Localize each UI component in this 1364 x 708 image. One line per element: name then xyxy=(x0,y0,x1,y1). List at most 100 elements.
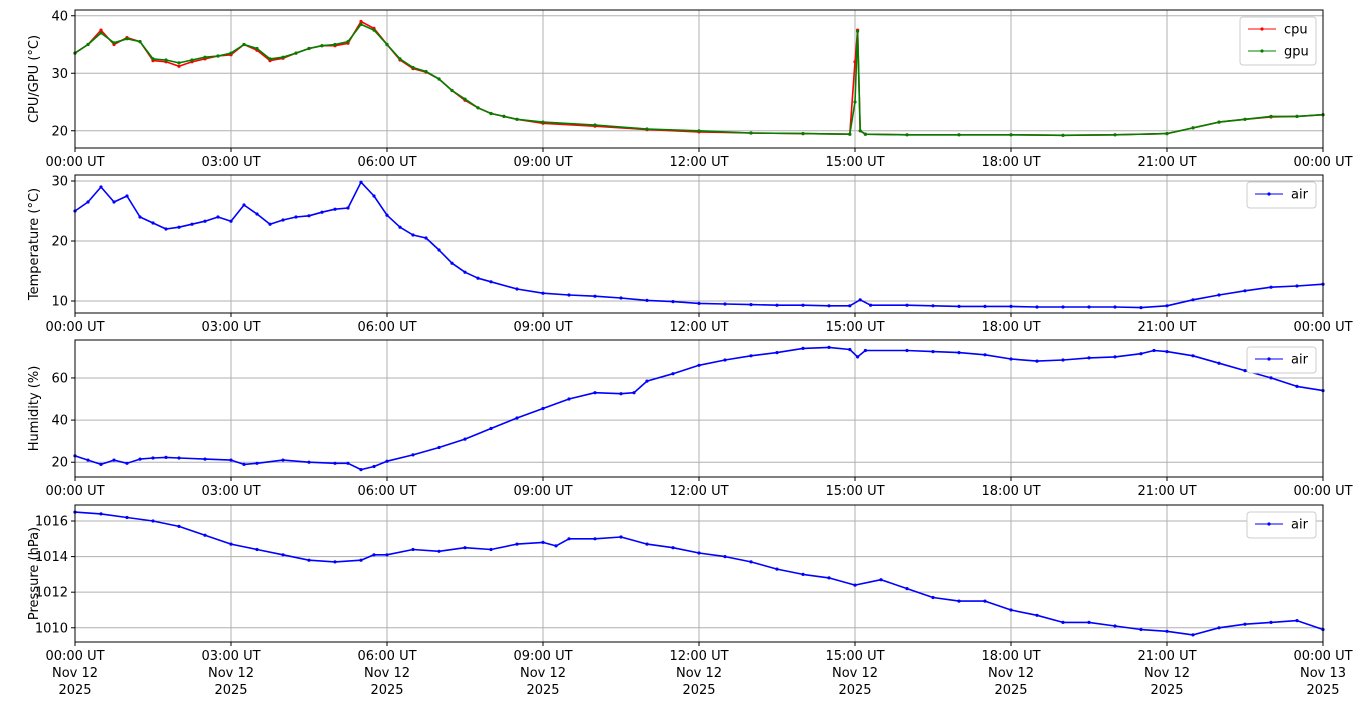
legend-marker-air xyxy=(1267,357,1271,361)
data-point-air xyxy=(619,535,623,539)
x-tick-label: 09:00 UT xyxy=(513,484,572,499)
data-point-air xyxy=(229,458,233,462)
data-point-air xyxy=(697,301,701,305)
x-tick-label: 18:00 UT xyxy=(981,484,1040,499)
data-point-gpu xyxy=(333,42,337,47)
data-point-air xyxy=(593,294,597,298)
data-point-air xyxy=(905,587,909,591)
data-point-air xyxy=(346,461,350,465)
data-point-air xyxy=(1217,361,1221,365)
data-point-gpu xyxy=(294,51,298,55)
y-axis-label: Humidity (%) xyxy=(27,366,42,452)
data-point-air xyxy=(1061,620,1065,625)
data-point-air xyxy=(848,304,852,308)
y-tick-label: 30 xyxy=(51,67,68,82)
data-point-gpu xyxy=(801,132,805,136)
x-tick-label: 00:00 UT xyxy=(45,320,104,335)
data-point-air xyxy=(515,416,519,420)
x-tick-date-label: Nov 12 xyxy=(832,666,878,681)
x-tick-date-label: Nov 12 xyxy=(364,666,410,681)
data-point-air xyxy=(1061,358,1065,362)
data-point-gpu xyxy=(359,22,363,26)
data-point-air xyxy=(125,515,129,520)
data-point-air xyxy=(177,456,181,460)
data-point-gpu xyxy=(749,131,753,135)
data-point-air xyxy=(905,348,909,353)
data-point-air xyxy=(125,461,129,465)
x-tick-label: 00:00 UT xyxy=(45,484,104,499)
data-point-air xyxy=(242,462,246,466)
data-point-gpu xyxy=(1243,117,1247,121)
data-point-air xyxy=(1152,348,1156,353)
x-tick-date-label: 2025 xyxy=(994,683,1027,698)
x-tick-label: 00:00 UT xyxy=(45,155,104,170)
data-point-air xyxy=(723,555,727,559)
x-tick-label: 12:00 UT xyxy=(669,484,728,499)
data-point-air xyxy=(983,353,987,357)
data-point-gpu xyxy=(346,40,350,44)
x-tick-label: 03:00 UT xyxy=(201,484,260,499)
data-point-air xyxy=(112,458,116,462)
data-point-air xyxy=(827,304,831,308)
data-point-air xyxy=(190,222,194,226)
data-point-gpu xyxy=(848,132,852,136)
data-point-air xyxy=(294,215,298,219)
x-tick-date-label: 2025 xyxy=(214,683,247,698)
data-point-air xyxy=(1217,293,1221,297)
x-tick-label: 09:00 UT xyxy=(513,649,572,664)
data-point-air xyxy=(775,567,779,571)
x-tick-label: 00:00 UT xyxy=(1293,484,1352,499)
data-point-air xyxy=(333,560,337,564)
data-point-gpu xyxy=(489,111,493,116)
data-point-air xyxy=(398,225,402,229)
legend-marker-cpu xyxy=(1260,27,1264,31)
data-point-air xyxy=(671,300,675,304)
data-point-air xyxy=(827,345,831,349)
data-point-air xyxy=(1113,624,1117,628)
x-tick-date-label: Nov 12 xyxy=(520,666,566,681)
x-tick-date-label: 2025 xyxy=(370,683,403,698)
x-tick-date-label: 2025 xyxy=(838,683,871,698)
data-point-air xyxy=(1009,357,1013,361)
x-tick-date-label: 2025 xyxy=(1150,683,1183,698)
data-point-air xyxy=(1009,304,1013,308)
data-point-air xyxy=(281,218,285,222)
data-point-gpu xyxy=(1113,133,1117,137)
data-point-gpu xyxy=(515,117,519,121)
data-point-air xyxy=(385,459,389,463)
data-point-air xyxy=(1191,633,1195,637)
series-line-gpu xyxy=(74,23,1324,137)
data-point-gpu xyxy=(242,42,246,47)
data-point-air xyxy=(411,233,415,237)
data-point-air xyxy=(775,303,779,307)
data-point-air xyxy=(983,599,987,603)
data-point-gpu xyxy=(502,114,506,118)
x-tick-date-label: Nov 12 xyxy=(676,666,722,681)
data-point-gpu xyxy=(216,54,220,58)
data-point-air xyxy=(99,462,103,466)
data-point-air xyxy=(697,551,701,555)
legend-marker-air xyxy=(1267,522,1271,526)
data-point-air xyxy=(86,200,90,204)
y-tick-label: 40 xyxy=(51,414,68,429)
data-point-air xyxy=(307,214,311,218)
data-point-air xyxy=(489,280,493,284)
data-point-air xyxy=(99,185,103,189)
data-point-gpu xyxy=(99,31,103,35)
data-point-air xyxy=(1243,622,1247,626)
data-point-cpu xyxy=(99,28,103,32)
x-tick-date-label: 2025 xyxy=(526,683,559,698)
data-point-air xyxy=(827,576,831,580)
x-tick-label: 03:00 UT xyxy=(201,320,260,335)
legend-label-air: air xyxy=(1291,188,1309,203)
data-point-air xyxy=(801,303,805,307)
data-point-air xyxy=(99,512,103,516)
data-point-gpu xyxy=(858,129,862,133)
x-tick-label: 06:00 UT xyxy=(357,649,416,664)
legend-box xyxy=(1246,346,1317,374)
data-point-air xyxy=(112,200,116,204)
x-tick-label: 06:00 UT xyxy=(357,484,416,499)
data-point-gpu xyxy=(307,46,311,51)
data-point-air xyxy=(463,437,467,441)
x-tick-date-label: Nov 12 xyxy=(208,666,254,681)
